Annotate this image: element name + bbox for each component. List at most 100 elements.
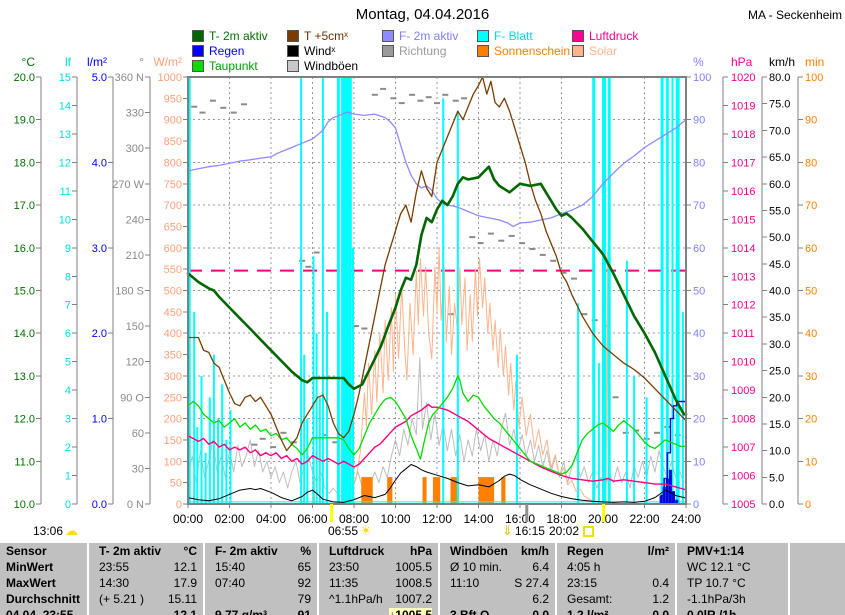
svg-text:9: 9 xyxy=(65,243,71,255)
legend-item-t-5cm-: T +5cmˣ xyxy=(287,28,358,43)
svg-text:400: 400 xyxy=(164,328,182,340)
svg-text:35.0: 35.0 xyxy=(769,312,790,324)
legend-item-windb-en: Windböen xyxy=(287,58,358,73)
table-cell: 15:40 65 xyxy=(205,559,319,575)
legend-swatch-icon xyxy=(382,44,394,57)
table-cell: 4:05 h xyxy=(557,559,677,575)
svg-text:10: 10 xyxy=(59,214,71,226)
svg-text:12: 12 xyxy=(59,157,71,169)
legend-label: Richtung xyxy=(399,43,447,58)
svg-text:300: 300 xyxy=(164,371,182,383)
svg-text:600: 600 xyxy=(164,243,182,255)
svg-text:250: 250 xyxy=(164,392,182,404)
svg-text:70: 70 xyxy=(805,200,817,212)
legend-item-f-2m-aktiv: F- 2m aktiv xyxy=(382,28,458,43)
svg-text:90 O: 90 O xyxy=(120,392,144,404)
table-cell: WC 12.1 °C xyxy=(677,559,790,575)
table-cell: TP 10.7 °C xyxy=(677,575,790,591)
table-cell xyxy=(790,591,845,607)
legend-item-regen: Regen xyxy=(192,43,268,58)
svg-text:50.0: 50.0 xyxy=(769,232,790,244)
svg-text:270 W: 270 W xyxy=(112,179,144,191)
legend-column: F- 2m aktiv Richtung xyxy=(382,28,458,58)
svg-text:20.0: 20.0 xyxy=(769,392,790,404)
table-cell: T- 2m aktiv °C xyxy=(89,543,205,559)
svg-text:850: 850 xyxy=(164,136,182,148)
svg-text:7: 7 xyxy=(65,300,71,312)
table-cell: 9.77 g/m³ 91 xyxy=(205,607,319,615)
svg-text:°: ° xyxy=(139,55,144,69)
legend-label: Windböen xyxy=(304,58,359,73)
svg-text:6: 6 xyxy=(65,328,71,340)
svg-text:11: 11 xyxy=(60,186,71,198)
svg-text:24:00: 24:00 xyxy=(671,512,701,526)
svg-text:10.0: 10.0 xyxy=(769,446,790,458)
legend-item-luftdruck: Luftdruck xyxy=(572,28,638,43)
svg-text:150: 150 xyxy=(164,435,182,447)
svg-text:40: 40 xyxy=(693,328,705,340)
svg-text:1008: 1008 xyxy=(731,414,755,426)
svg-text:0: 0 xyxy=(693,499,699,511)
svg-text:330: 330 xyxy=(126,108,144,120)
table-cell: 11:35 1008.5 xyxy=(319,575,440,591)
table-cell: 23:50 1005.5 xyxy=(319,559,440,575)
table-cell: 07:40 92 xyxy=(205,575,319,591)
table-cell: Sensor xyxy=(0,543,89,559)
svg-text:750: 750 xyxy=(164,179,182,191)
legend-label: Sonnenschein xyxy=(494,43,571,58)
table-cell: 79 xyxy=(205,591,319,607)
svg-text:3: 3 xyxy=(65,414,71,426)
svg-text:°C: °C xyxy=(22,55,36,69)
table-cell: 1.2 l/m² 0.0 xyxy=(557,607,677,615)
svg-text:3.0: 3.0 xyxy=(92,243,107,255)
svg-text:30: 30 xyxy=(805,371,817,383)
table-cell: F- 2m aktiv% xyxy=(205,543,319,559)
svg-text:08:00: 08:00 xyxy=(339,512,369,526)
svg-text:90: 90 xyxy=(693,115,705,127)
svg-text:00:00: 00:00 xyxy=(173,512,203,526)
legend-label: Luftdruck xyxy=(589,28,639,43)
svg-text:14: 14 xyxy=(59,100,71,112)
table-row-label: 04.04. 23:55 xyxy=(0,607,89,615)
svg-text:20: 20 xyxy=(805,414,817,426)
svg-text:13.0: 13.0 xyxy=(14,371,35,383)
table-cell xyxy=(790,543,845,559)
svg-text:800: 800 xyxy=(164,157,182,169)
svg-text:200: 200 xyxy=(164,414,182,426)
svg-text:100: 100 xyxy=(805,72,823,84)
svg-text:550: 550 xyxy=(164,264,182,276)
svg-text:30: 30 xyxy=(693,371,705,383)
legend-swatch-icon xyxy=(192,29,204,42)
legend-swatch-icon xyxy=(287,44,299,57)
legend-swatch-icon xyxy=(477,44,489,57)
svg-text:45.0: 45.0 xyxy=(769,259,790,271)
station-label: MA - Seckenheim xyxy=(748,8,843,22)
legend-label: T- 2m aktiv xyxy=(209,28,268,43)
svg-text:50: 50 xyxy=(170,478,182,490)
svg-text:16.0: 16.0 xyxy=(14,243,35,255)
table-cell: 3 Bft O 0.0 xyxy=(440,607,557,615)
legend-column: Luftdruck Solar xyxy=(572,28,638,58)
table-cell: 14:30 17.9 xyxy=(89,575,205,591)
svg-text:50: 50 xyxy=(693,286,705,298)
svg-text:80.0: 80.0 xyxy=(769,72,790,84)
svg-text:min: min xyxy=(805,55,824,69)
svg-text:55.0: 55.0 xyxy=(769,205,790,217)
svg-text:l/m²: l/m² xyxy=(87,55,107,69)
svg-text:10: 10 xyxy=(693,456,705,468)
legend-swatch-icon xyxy=(287,29,299,42)
svg-text:1019: 1019 xyxy=(731,100,755,112)
table-cell: Ø 10 min. 6.4 xyxy=(440,559,557,575)
legend-swatch-icon xyxy=(572,29,584,42)
table-cell: ↓1005.5 xyxy=(319,607,440,615)
table-cell: 6.2 xyxy=(440,591,557,607)
svg-text:16:00: 16:00 xyxy=(505,512,535,526)
svg-text:70.0: 70.0 xyxy=(769,125,790,137)
svg-text:1017: 1017 xyxy=(731,157,755,169)
table-row-label: MinWert xyxy=(0,559,89,575)
svg-text:75.0: 75.0 xyxy=(769,99,790,111)
svg-text:500: 500 xyxy=(164,286,182,298)
svg-text:900: 900 xyxy=(164,115,182,127)
table-cell: ^1.1hPa/h 1007.2 xyxy=(319,591,440,607)
